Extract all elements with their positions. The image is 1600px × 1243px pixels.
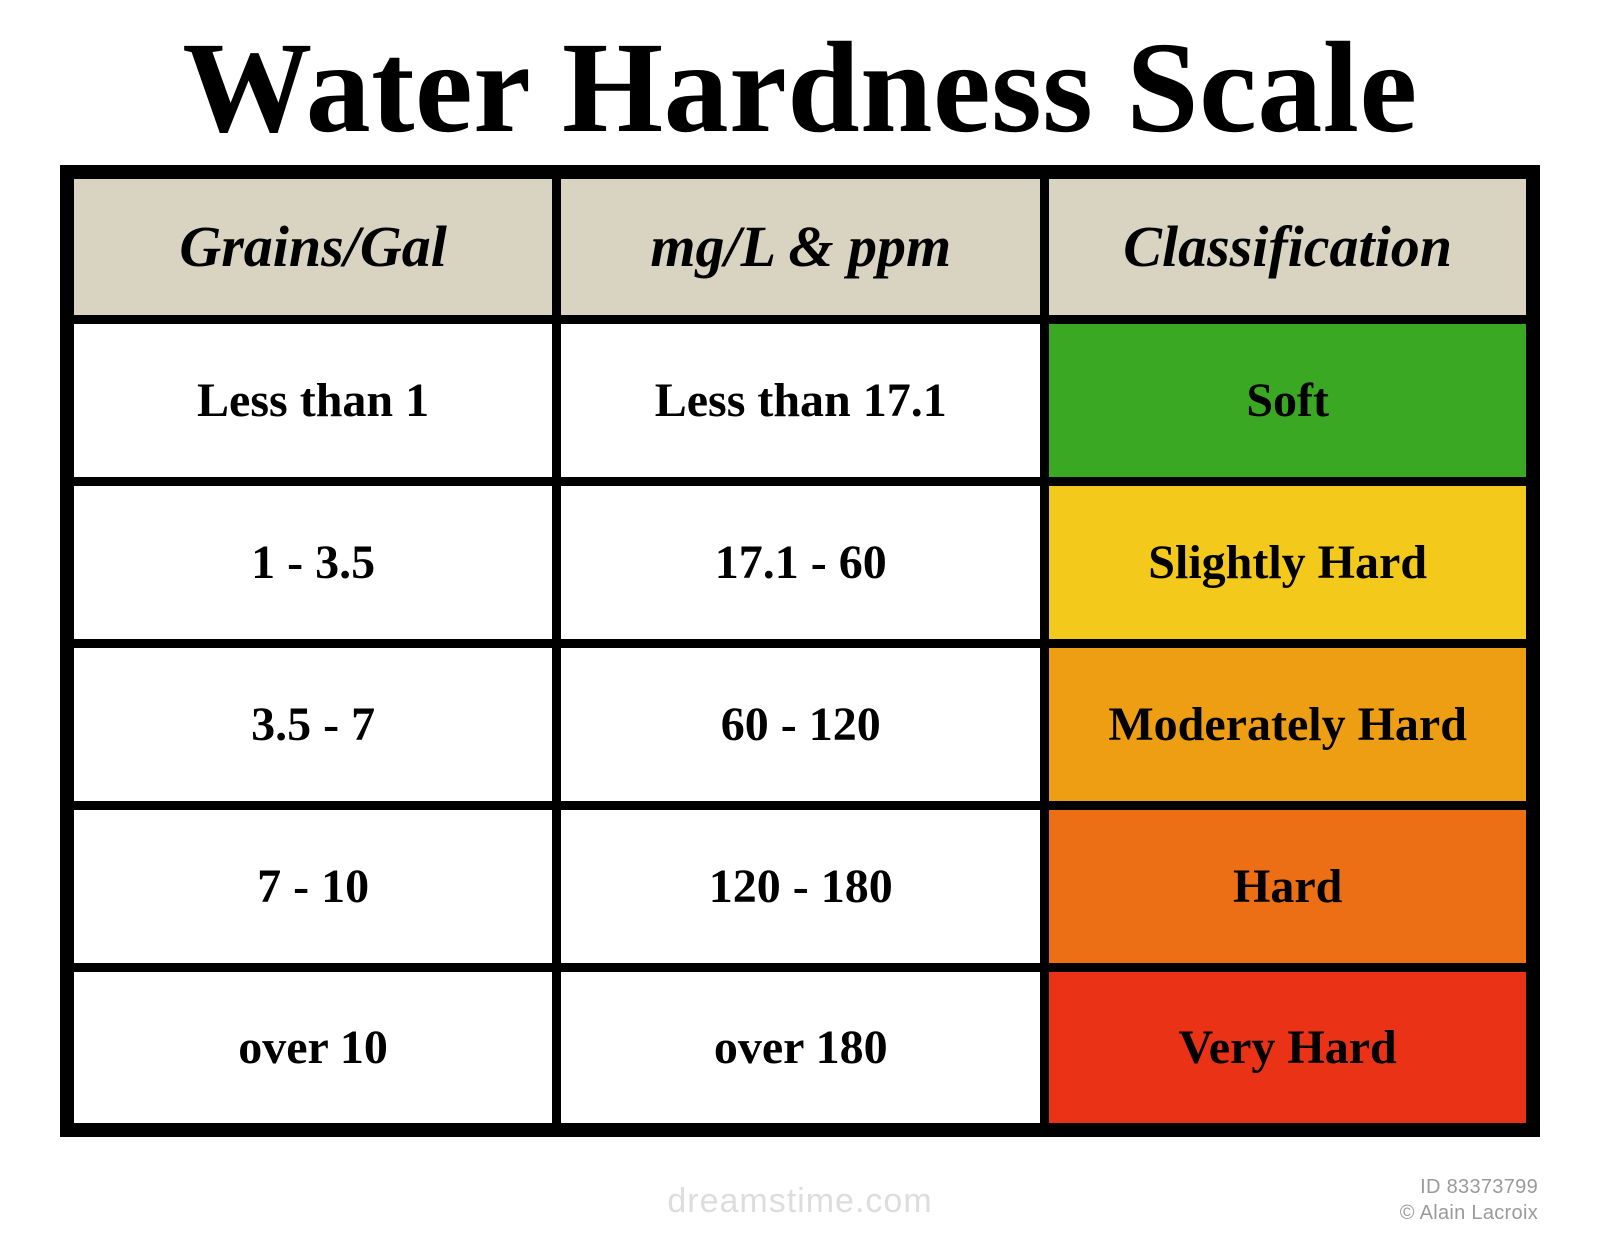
cell-grains: Less than 1 [67, 320, 557, 482]
cell-classification: Very Hard [1045, 968, 1533, 1130]
hardness-table-wrap: Grains/Gal mg/L & ppm Classification Les… [60, 165, 1540, 1137]
table-row: 1 - 3.5 17.1 - 60 Slightly Hard [67, 482, 1533, 644]
table-body: Less than 1 Less than 17.1 Soft 1 - 3.5 … [67, 320, 1533, 1130]
page-title: Water Hardness Scale [60, 20, 1540, 157]
cell-classification: Hard [1045, 806, 1533, 968]
header-grains: Grains/Gal [67, 172, 557, 320]
table-row: over 10 over 180 Very Hard [67, 968, 1533, 1130]
cell-ppm: 120 - 180 [557, 806, 1045, 968]
cell-grains: 3.5 - 7 [67, 644, 557, 806]
cell-ppm: Less than 17.1 [557, 320, 1045, 482]
watermark-domain: dreamstime.com [667, 1182, 932, 1221]
cell-ppm: over 180 [557, 968, 1045, 1130]
header-classification: Classification [1045, 172, 1533, 320]
watermark-credit: © Alain Lacroix [1400, 1202, 1538, 1225]
table-header-row: Grains/Gal mg/L & ppm Classification [67, 172, 1533, 320]
cell-grains: 7 - 10 [67, 806, 557, 968]
cell-grains: over 10 [67, 968, 557, 1130]
cell-classification: Soft [1045, 320, 1533, 482]
cell-ppm: 17.1 - 60 [557, 482, 1045, 644]
cell-classification: Slightly Hard [1045, 482, 1533, 644]
cell-classification: Moderately Hard [1045, 644, 1533, 806]
table-row: 7 - 10 120 - 180 Hard [67, 806, 1533, 968]
cell-grains: 1 - 3.5 [67, 482, 557, 644]
watermark-id: ID 83373799 [1420, 1176, 1538, 1199]
table-row: 3.5 - 7 60 - 120 Moderately Hard [67, 644, 1533, 806]
cell-ppm: 60 - 120 [557, 644, 1045, 806]
hardness-table: Grains/Gal mg/L & ppm Classification Les… [60, 165, 1540, 1137]
table-row: Less than 1 Less than 17.1 Soft [67, 320, 1533, 482]
page: Water Hardness Scale Grains/Gal mg/L & p… [0, 0, 1600, 1243]
header-ppm: mg/L & ppm [557, 172, 1045, 320]
